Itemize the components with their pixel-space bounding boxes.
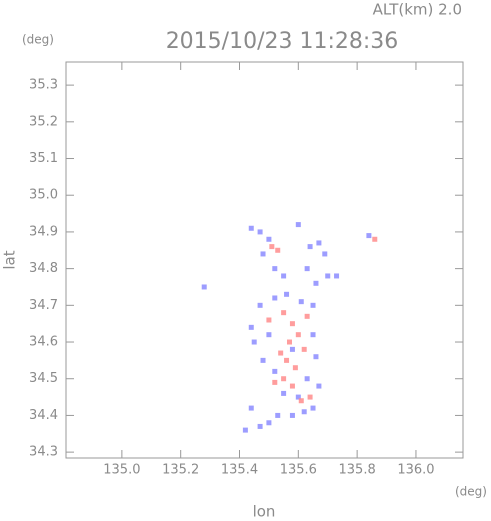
data-point [307, 394, 313, 400]
data-point [257, 229, 263, 235]
data-point [284, 291, 290, 297]
data-point [289, 383, 295, 389]
y-tick-label: 35.3 [29, 78, 58, 93]
plot-frame [65, 61, 464, 459]
data-point [325, 273, 331, 279]
chart-title: 2015/10/23 11:28:36 [166, 29, 399, 54]
data-point [272, 266, 278, 272]
data-point [366, 233, 372, 239]
data-point [289, 346, 295, 352]
data-point [281, 376, 287, 382]
data-point [301, 409, 307, 415]
data-point [286, 339, 292, 345]
y-tick-label: 34.7 [29, 298, 58, 313]
data-point [248, 324, 254, 330]
data-point [295, 394, 301, 400]
y-unit: (deg) [22, 33, 54, 47]
data-point [281, 390, 287, 396]
y-tick-label: 35.2 [29, 114, 58, 129]
data-point [281, 273, 287, 279]
data-point [298, 398, 304, 404]
x-tick-label: 135.0 [103, 463, 140, 478]
data-point [248, 225, 254, 231]
data-point [272, 379, 278, 385]
data-point [251, 339, 257, 345]
data-point [301, 346, 307, 352]
data-point [269, 244, 275, 250]
data-point [201, 284, 207, 290]
data-point [313, 280, 319, 286]
data-point [334, 273, 340, 279]
data-point [304, 266, 310, 272]
data-point [266, 236, 272, 242]
y-axis-label: lat [1, 250, 19, 269]
data-point [257, 423, 263, 429]
x-tick-label: 135.8 [339, 463, 376, 478]
subtitle: ALT(km) 2.0 [373, 1, 462, 19]
data-point [266, 332, 272, 338]
data-point [298, 299, 304, 305]
y-tick-label: 34.5 [29, 371, 58, 386]
data-point [295, 332, 301, 338]
data-point [272, 368, 278, 374]
x-axis-label: lon [253, 503, 276, 521]
data-point [266, 420, 272, 426]
data-point [307, 244, 313, 250]
data-point [281, 310, 287, 316]
data-point [275, 247, 281, 253]
y-tick-label: 34.3 [29, 445, 58, 460]
data-point [272, 295, 278, 301]
data-point [260, 251, 266, 257]
data-point [304, 376, 310, 382]
x-unit: (deg) [455, 485, 487, 499]
y-tick-label: 35.1 [29, 151, 58, 166]
data-point [310, 332, 316, 338]
data-point [292, 365, 298, 371]
data-point [289, 412, 295, 418]
data-point [316, 240, 322, 246]
data-point [242, 427, 248, 433]
data-point [266, 317, 272, 323]
data-point [248, 405, 254, 411]
y-tick-label: 35.0 [29, 188, 58, 203]
data-point [310, 405, 316, 411]
y-tick-label: 34.9 [29, 224, 58, 239]
data-point [295, 222, 301, 228]
data-point [316, 383, 322, 389]
data-point [310, 302, 316, 308]
x-tick-label: 136.0 [397, 463, 434, 478]
data-point [372, 236, 378, 242]
x-tick-label: 135.4 [221, 463, 258, 478]
x-tick-label: 135.2 [162, 463, 199, 478]
data-point [260, 357, 266, 363]
x-tick-label: 135.6 [280, 463, 317, 478]
data-point [313, 354, 319, 360]
data-point [275, 412, 281, 418]
data-point [322, 251, 328, 257]
data-point [289, 321, 295, 327]
data-point [257, 302, 263, 308]
y-tick-label: 34.4 [29, 408, 58, 423]
y-tick-label: 34.6 [29, 335, 58, 350]
data-point [304, 313, 310, 319]
y-tick-label: 34.8 [29, 261, 58, 276]
data-point [278, 350, 284, 356]
data-point [284, 357, 290, 363]
